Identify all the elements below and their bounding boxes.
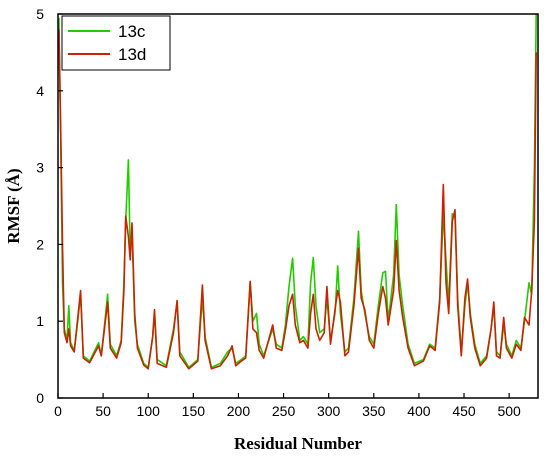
plot-lines <box>58 13 537 370</box>
x-tick-label: 300 <box>317 403 341 419</box>
series-line-13d <box>58 29 537 370</box>
axis-ticks: 0 50 100 150 200 250 300 350 400 450 500 0 1 2 3 4 5 <box>36 6 521 419</box>
x-tick-label: 100 <box>137 403 161 419</box>
x-tick-label: 500 <box>497 403 521 419</box>
x-tick-label: 450 <box>452 403 476 419</box>
x-tick-label: 350 <box>362 403 386 419</box>
plot-frame <box>57 13 539 399</box>
legend-box <box>61 15 171 71</box>
x-tick-label: 0 <box>54 403 62 419</box>
x-tick-label: 400 <box>407 403 431 419</box>
y-tick-label: 0 <box>36 390 44 406</box>
y-tick-label: 3 <box>36 160 44 176</box>
y-tick-label: 2 <box>36 236 44 252</box>
x-axis-title: Residual Number <box>234 434 362 453</box>
x-tick-label: 250 <box>272 403 296 419</box>
y-tick-label: 4 <box>36 83 44 99</box>
legend: 13c 13d <box>61 15 171 71</box>
x-tick-label: 150 <box>182 403 206 419</box>
y-tick-label: 5 <box>36 6 44 22</box>
y-tick-label: 1 <box>36 313 44 329</box>
y-axis-title: RMSF (Å) <box>4 168 23 243</box>
legend-label-13d: 13d <box>118 45 146 64</box>
x-tick-label: 50 <box>95 403 111 419</box>
legend-label-13c: 13c <box>118 22 146 41</box>
x-tick-label: 200 <box>227 403 251 419</box>
